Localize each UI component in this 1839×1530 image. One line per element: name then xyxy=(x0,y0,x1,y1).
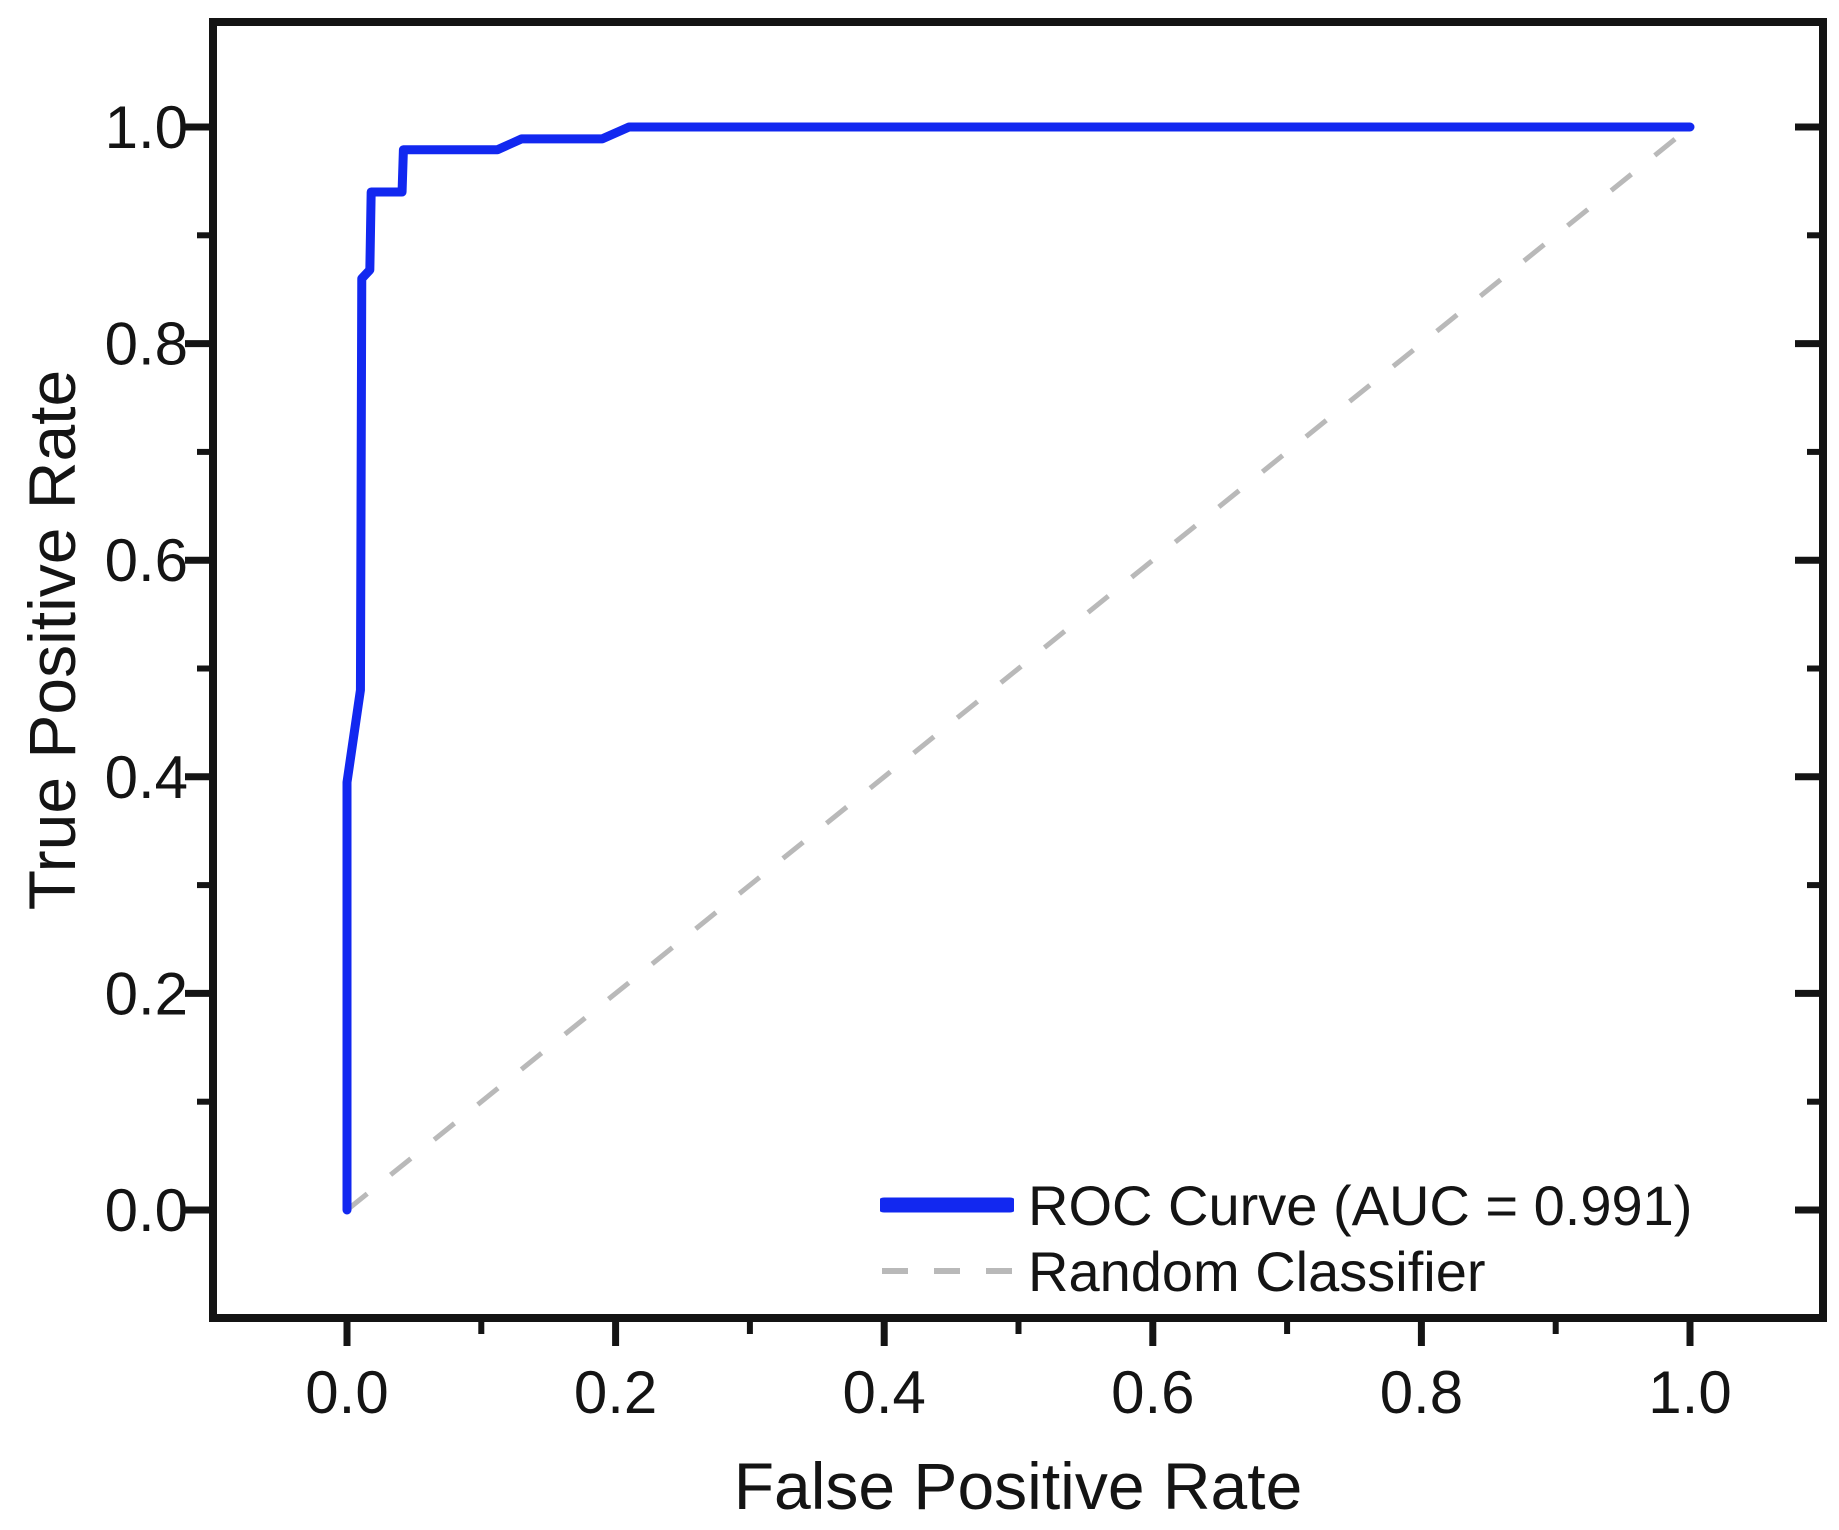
y-tick-label: 0.4 xyxy=(105,744,188,811)
x-axis-title: False Positive Rate xyxy=(733,1449,1303,1523)
y-axis-title: True Positive Rate xyxy=(15,369,89,911)
random-classifier-line-layer xyxy=(345,125,1692,1212)
roc-curve-layer xyxy=(342,122,1695,1215)
legend-row-roc-curve: ROC Curve (AUC = 0.991) xyxy=(880,1172,1692,1238)
x-tick-label: 0.0 xyxy=(305,1359,388,1426)
axis-ticks-layer xyxy=(185,123,1823,1346)
x-tick-label: 1.0 xyxy=(1648,1359,1731,1426)
legend-label-random-classifier: Random Classifier xyxy=(1028,1239,1486,1303)
y-tick-label: 0.8 xyxy=(105,311,188,378)
legend-row-random-classifier: Random Classifier xyxy=(880,1238,1692,1304)
random-classifier-line xyxy=(345,125,1692,1212)
x-tick-label: 0.4 xyxy=(842,1359,925,1426)
x-tick-label: 0.6 xyxy=(1111,1359,1194,1426)
x-tick-label: 0.2 xyxy=(574,1359,657,1426)
y-tick-label: 1.0 xyxy=(105,94,188,161)
y-tick-label: 0.6 xyxy=(105,527,188,594)
legend: ROC Curve (AUC = 0.991) Random Classifie… xyxy=(880,1172,1692,1304)
axis-tick-labels-layer: 0.0 0.2 0.4 0.6 0.8 1.0 0.0 0.2 0.4 0.6 0.8 1.0 xyxy=(105,94,1732,1426)
legend-label-roc-curve: ROC Curve (AUC = 0.991) xyxy=(1028,1173,1693,1237)
roc-curve-line xyxy=(342,122,1695,1215)
x-tick-label: 0.8 xyxy=(1380,1359,1463,1426)
y-tick-label: 0.0 xyxy=(105,1177,188,1244)
roc-curve-line-swatch xyxy=(880,1197,1014,1213)
random-classifier-dash-swatch xyxy=(882,1268,1012,1274)
y-tick-label: 0.2 xyxy=(105,960,188,1027)
